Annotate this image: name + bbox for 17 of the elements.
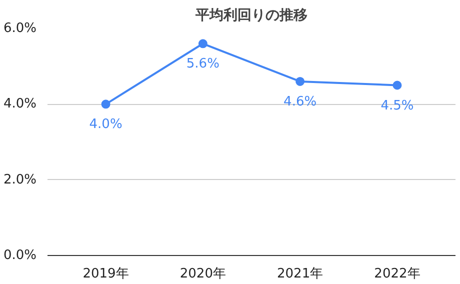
x-tick-label: 2020年 [180,266,226,282]
data-label: 4.6% [284,94,317,110]
y-tick-label: 4.0% [3,96,37,112]
x-tick-label: 2022年 [374,266,420,282]
point [198,39,208,48]
data-label: 4.0% [89,117,122,132]
data-label: 5.6% [186,56,220,72]
point [296,76,305,86]
point [101,100,110,109]
y-tick-label: 6.0% [3,21,37,36]
y-tick-label: 0.0% [3,248,37,263]
x-tick-label: 2019年 [82,266,129,282]
chart-title: 平均利回りの推移 [194,8,308,24]
point [392,80,402,90]
y-tick-label: 2.0% [3,172,37,188]
data-label: 4.5% [380,98,414,114]
x-tick-label: 2021年 [277,266,324,282]
